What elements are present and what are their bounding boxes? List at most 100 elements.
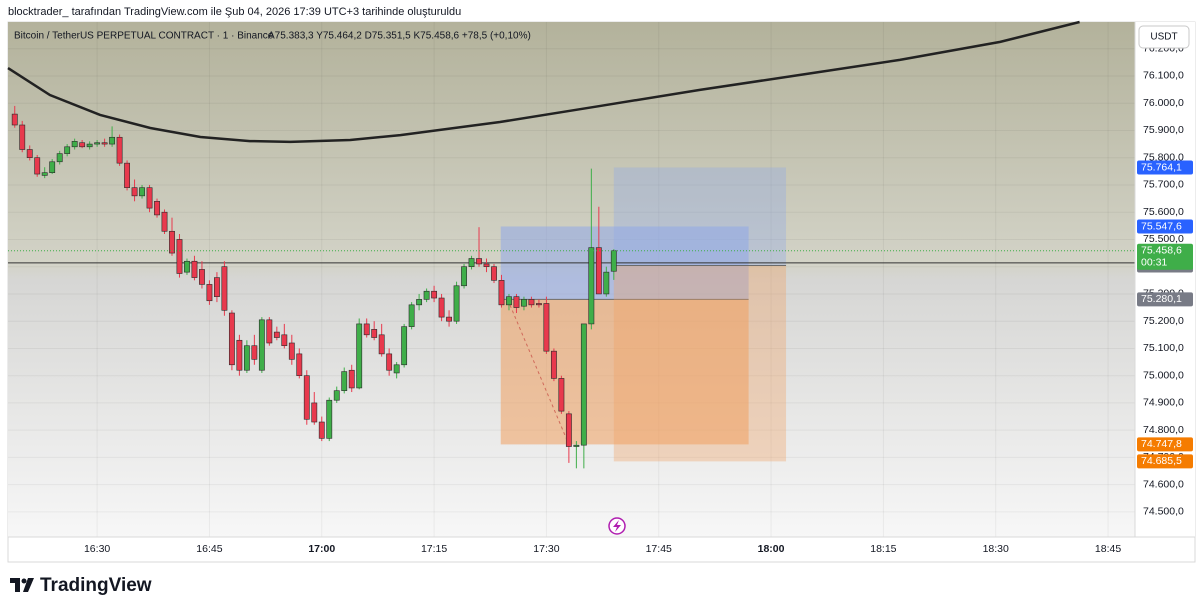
candle-body xyxy=(393,364,400,374)
candle-body xyxy=(116,136,123,164)
x-tick-label: 16:45 xyxy=(196,543,222,555)
x-tick-label: 16:30 xyxy=(84,543,110,555)
y-tick-label: 75.700,0 xyxy=(1143,179,1184,191)
x-tick-label: 18:30 xyxy=(983,543,1009,555)
candle-body xyxy=(386,353,393,371)
price-tag-label: 74.747,8 xyxy=(1141,438,1182,450)
candle-body xyxy=(296,353,303,376)
countdown: 00:31 xyxy=(1141,257,1167,269)
candle-body xyxy=(251,345,258,360)
candle-body xyxy=(109,136,116,145)
candle-body xyxy=(41,172,48,176)
candle-body xyxy=(221,266,228,311)
candle-body xyxy=(468,258,475,267)
candle-body xyxy=(326,399,333,439)
candle-body xyxy=(176,239,183,274)
candle-body xyxy=(94,142,101,145)
candle-body xyxy=(154,200,160,216)
y-tick-label: 76.000,0 xyxy=(1143,97,1184,109)
price-tag-label: 75.280,1 xyxy=(1141,293,1182,305)
candle-body xyxy=(536,303,542,306)
x-tick-label: 17:45 xyxy=(646,543,672,555)
price-tag-label: 74.685,5 xyxy=(1141,455,1182,467)
candle-body xyxy=(273,331,280,338)
candle-body xyxy=(19,124,26,150)
candle-body xyxy=(528,299,535,306)
candle-body xyxy=(318,421,325,439)
candle-body xyxy=(71,141,78,148)
candle-body xyxy=(281,334,288,347)
candle-body xyxy=(506,296,512,306)
y-tick-label: 74.900,0 xyxy=(1143,397,1184,409)
price-tag xyxy=(1137,292,1193,307)
candle-body xyxy=(303,375,310,420)
x-tick-label: 18:45 xyxy=(1095,543,1121,555)
trend-arrow xyxy=(509,304,568,441)
candle-body xyxy=(199,269,205,285)
candle-body xyxy=(431,290,438,299)
candle-body xyxy=(595,247,602,295)
candle-body xyxy=(498,280,505,306)
candle-body xyxy=(236,339,243,371)
candle-body xyxy=(86,143,93,148)
logo-shape xyxy=(10,578,20,592)
candle-body xyxy=(341,371,348,391)
candle-body xyxy=(146,187,153,209)
candle-body xyxy=(101,142,108,145)
moving-average xyxy=(7,20,1080,144)
candle-body xyxy=(288,342,295,360)
price-tag xyxy=(1137,454,1193,469)
candle-body xyxy=(423,290,430,300)
x-tick-label: 17:30 xyxy=(533,543,559,555)
event-icon-bolt xyxy=(613,520,621,532)
x-tick-label: 18:15 xyxy=(870,543,896,555)
candle-body xyxy=(169,230,175,254)
candle-body xyxy=(64,146,71,154)
candle-body xyxy=(558,378,565,412)
currency-label[interactable]: USDT xyxy=(1150,32,1177,43)
candle-body xyxy=(378,334,385,355)
candle-body xyxy=(266,319,273,344)
candle-body xyxy=(124,162,130,188)
candle-body xyxy=(543,303,550,352)
candle-body xyxy=(356,323,363,389)
brand-logo xyxy=(10,578,34,592)
y-tick-label: 75.100,0 xyxy=(1143,342,1184,354)
candle-body xyxy=(34,157,41,175)
target-zone xyxy=(613,167,787,266)
last-price-label: 75.458,6 xyxy=(1141,245,1182,257)
x-tick-label: 17:00 xyxy=(308,543,335,555)
candle-body xyxy=(139,187,145,197)
candle-body xyxy=(573,444,580,447)
candle-body xyxy=(161,211,168,232)
candle-body xyxy=(521,299,527,307)
logo-shape xyxy=(23,578,34,592)
price-tag xyxy=(1137,437,1193,452)
x-tick-label: 17:15 xyxy=(421,543,447,555)
candle-body xyxy=(184,260,190,273)
candle-body xyxy=(513,296,520,308)
candle-body xyxy=(461,266,467,287)
candle-body xyxy=(26,149,33,158)
candle-body xyxy=(603,271,610,295)
candle-body xyxy=(446,316,452,322)
candle-body xyxy=(580,323,587,446)
y-tick-label: 75.600,0 xyxy=(1143,206,1184,218)
y-tick-label: 75.900,0 xyxy=(1143,124,1184,136)
price-tag xyxy=(1137,160,1193,175)
candle-body xyxy=(56,153,63,163)
candle-body xyxy=(416,299,423,306)
candle-body xyxy=(491,266,497,281)
last-price-tag xyxy=(1137,243,1193,270)
candle-body xyxy=(401,326,408,366)
stop-zone xyxy=(500,299,749,445)
candle-body xyxy=(131,187,138,197)
price-tag xyxy=(1137,219,1193,234)
candle-body xyxy=(476,258,482,265)
caption: blocktrader_ tarafından TradingView.com … xyxy=(8,6,461,18)
candle-body xyxy=(610,250,617,272)
currency-button[interactable] xyxy=(1138,25,1190,49)
x-tick-label: 18:00 xyxy=(758,543,785,555)
